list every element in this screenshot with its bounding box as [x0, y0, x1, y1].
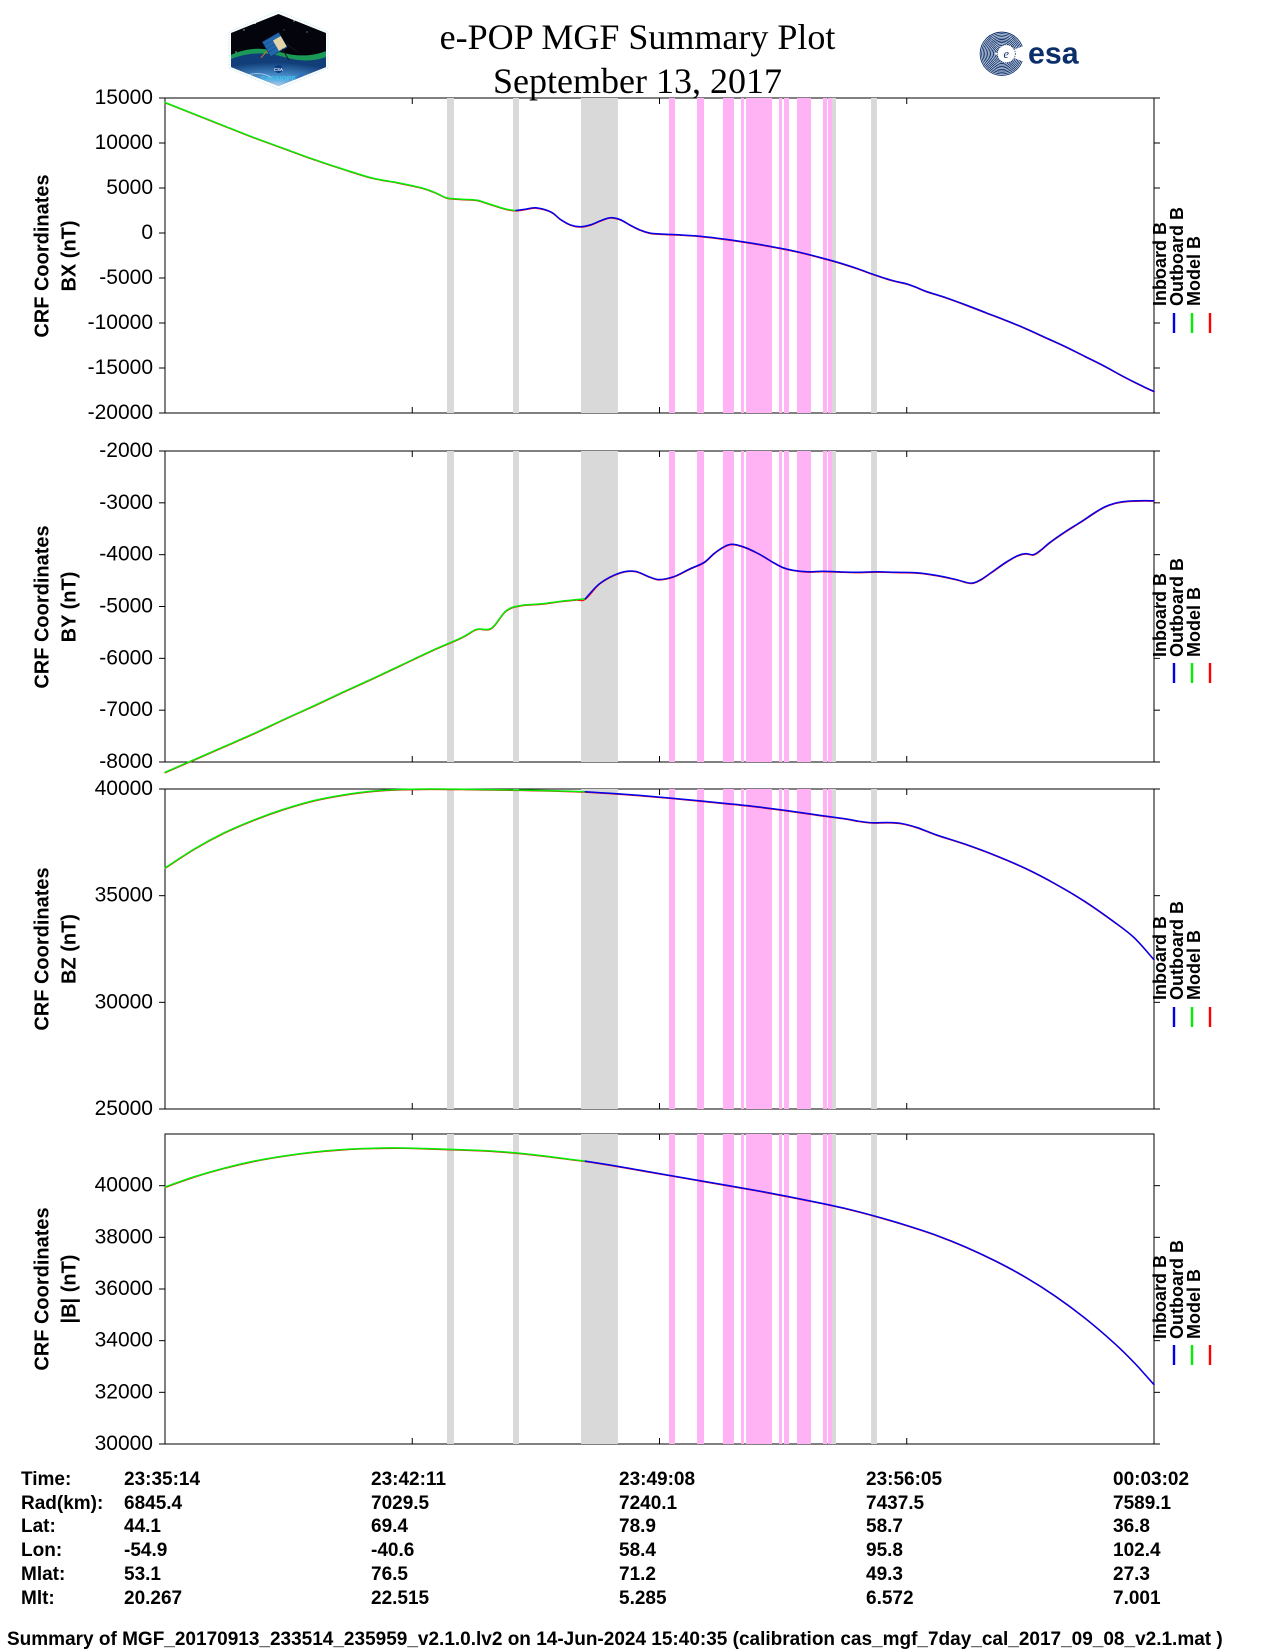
svg-text:34000: 34000 — [95, 1329, 153, 1352]
svg-text:40000: 40000 — [95, 1174, 153, 1197]
svg-text:32000: 32000 — [95, 1380, 153, 1403]
svg-text:36000: 36000 — [95, 1277, 153, 1300]
svg-text:30000: 30000 — [95, 1432, 153, 1455]
svg-text:38000: 38000 — [95, 1225, 153, 1248]
